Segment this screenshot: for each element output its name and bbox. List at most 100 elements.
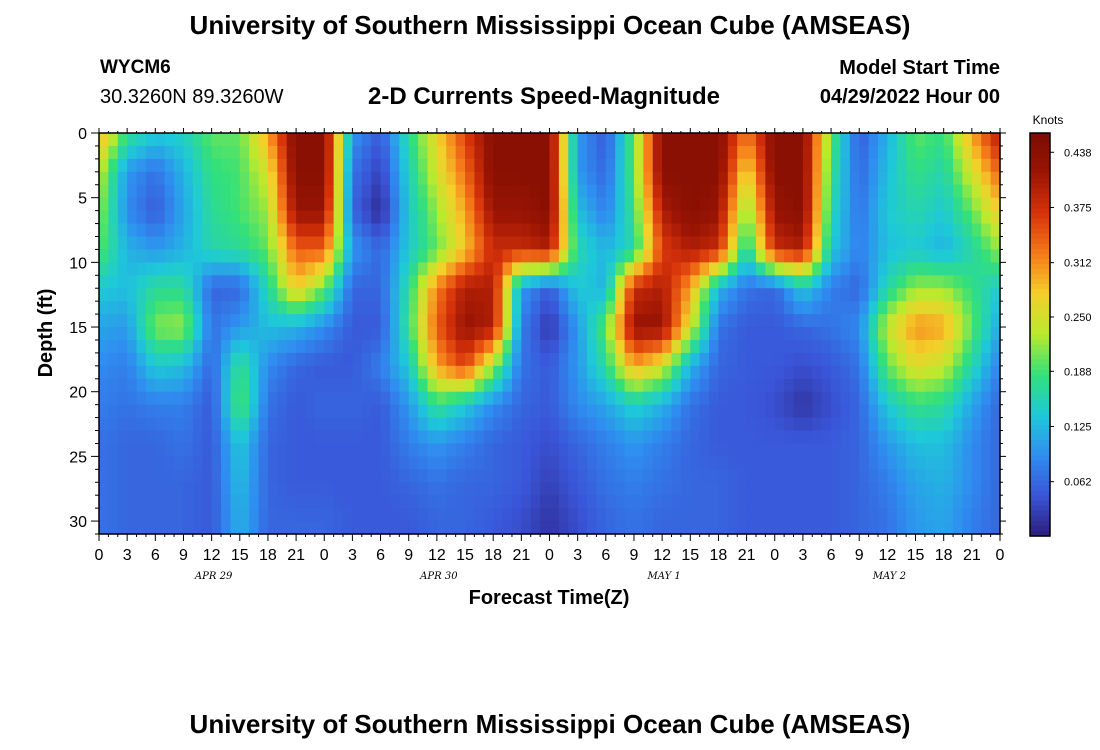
heatmap-cell [465,249,476,263]
heatmap-cell [699,443,710,457]
heatmap-cell [239,275,250,289]
heatmap-cell [465,469,476,483]
heatmap-cell [699,184,710,199]
heatmap-cell [540,521,551,535]
heatmap-cell [906,352,917,367]
heatmap-cell [380,495,391,509]
colorbar-segment [1030,223,1050,230]
heatmap-cell [127,210,138,225]
heatmap-cell [221,404,231,419]
heatmap-cell [380,314,391,328]
heatmap-cell [643,469,654,483]
heatmap-cell [990,314,1001,328]
heatmap-cell [821,391,832,406]
heatmap-cell [765,158,776,173]
heatmap-cell [455,158,466,173]
heatmap-cell [746,197,757,212]
heatmap-cell [399,223,410,238]
heatmap-cell [333,262,344,276]
heatmap-cell [821,275,832,289]
heatmap-cell [493,133,504,147]
heatmap-cell [784,223,795,238]
heatmap-cell [474,352,485,367]
heatmap-cell [333,249,344,263]
heatmap-cell [99,521,109,535]
heatmap-cell [164,158,175,173]
heatmap-cell [427,275,438,289]
heatmap-cell [465,197,476,212]
heatmap-cell [333,301,344,315]
heatmap-cell [296,417,307,432]
heatmap-cell [117,404,128,419]
heatmap-cell [934,210,945,225]
heatmap-cell [727,145,738,160]
heatmap-cell [990,482,1001,496]
heatmap-cell [221,456,231,470]
heatmap-cell [587,365,598,380]
heatmap-cell [812,236,823,251]
heatmap-cell [314,171,325,186]
heatmap-cell [286,508,297,522]
heatmap-cell [971,430,982,445]
heatmap-cell [230,158,241,173]
heatmap-cell [145,352,156,367]
heatmap-cell [483,275,494,289]
heatmap-cell [915,365,926,380]
heatmap-cell [831,184,842,199]
heatmap-cell [568,521,579,535]
heatmap-cell [221,158,231,173]
heatmap-cell [840,508,851,522]
heatmap-cell [859,417,870,432]
heatmap-cell [596,210,607,225]
heatmap-cell [305,171,316,186]
heatmap-cell [615,417,626,432]
heatmap-cell [662,275,673,289]
heatmap-cell [981,262,992,276]
heatmap-cell [371,417,382,432]
heatmap-cell [662,171,673,186]
heatmap-cell [117,275,128,289]
heatmap-cell [587,327,598,341]
heatmap-cell [615,482,626,496]
heatmap-cell [906,495,917,509]
heatmap-cell [877,275,888,289]
heatmap-cell [511,404,522,419]
heatmap-cell [605,378,616,393]
heatmap-cell [446,391,457,406]
heatmap-cell [399,249,410,263]
heatmap-cell [277,365,288,380]
heatmap-cell [587,404,598,419]
heatmap-cell [924,262,935,276]
heatmap-cell [718,417,729,432]
heatmap-cell [333,223,344,238]
heatmap-cell [849,133,860,147]
heatmap-cell [192,197,203,212]
heatmap-cell [915,288,926,302]
heatmap-cell [446,223,457,238]
heatmap-cell [633,288,644,302]
heatmap-cell [680,456,691,470]
heatmap-cell [587,301,598,315]
colorbar-segment [1030,369,1050,376]
heatmap-cell [671,521,682,535]
heatmap-cell [615,197,626,212]
heatmap-cell [474,521,485,535]
heatmap-cell [633,456,644,470]
heatmap-cell [389,197,400,212]
heatmap-cell [896,133,907,147]
heatmap-cell [155,469,166,483]
heatmap-cell [868,275,879,289]
heatmap-cell [981,378,992,393]
heatmap-cell [690,249,701,263]
heatmap-cell [127,275,138,289]
heatmap-cell [493,314,504,328]
heatmap-cell [108,339,119,354]
heatmap-cell [746,133,757,147]
heatmap-cell [671,352,682,367]
heatmap-cell [765,521,776,535]
heatmap-cell [267,249,278,263]
heatmap-cell [493,236,504,251]
heatmap-cell [521,352,532,367]
heatmap-cell [230,262,241,276]
colorbar-segment [1030,289,1050,295]
